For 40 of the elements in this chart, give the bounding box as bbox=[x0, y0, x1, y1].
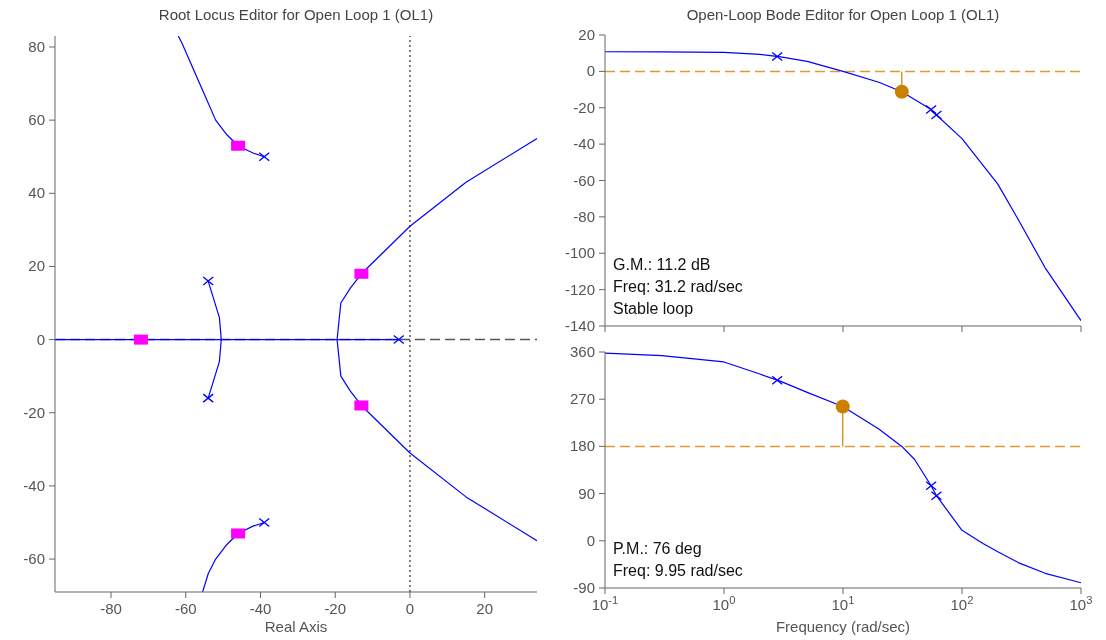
y-tick-label: 90 bbox=[578, 484, 595, 502]
y-tick-label: -40 bbox=[573, 135, 595, 153]
y-tick-label: 0 bbox=[586, 62, 595, 80]
y-tick-label: -40 bbox=[23, 476, 45, 494]
x-tick-label: 10$^{3}$ bbox=[1069, 594, 1093, 613]
y-tick-label: -90 bbox=[573, 579, 595, 596]
y-tick-label: 20 bbox=[578, 26, 595, 43]
y-tick-label: -120 bbox=[564, 280, 595, 298]
y-tick-label: 0 bbox=[36, 330, 45, 348]
x-tick-label: -40 bbox=[249, 600, 272, 617]
y-tick-label: -140 bbox=[564, 317, 595, 334]
x-tick-label: 10$^{2}$ bbox=[950, 594, 974, 613]
y-tick-label: 180 bbox=[569, 437, 595, 455]
y-tick-label: 0 bbox=[586, 531, 595, 549]
y-tick-label: 40 bbox=[28, 184, 45, 202]
margin-notes: G.M.: 11.2 dB Freq: 31.2 rad/sec Stable loop bbox=[613, 255, 743, 319]
x-tick-label: 10$^{1}$ bbox=[831, 594, 855, 613]
y-tick-label: -20 bbox=[23, 403, 45, 421]
x-tick-label: -20 bbox=[324, 600, 347, 617]
chart-title: Root Locus Editor for Open Loop 1 (OL1) bbox=[157, 6, 435, 23]
x-axis-title: Real Axis bbox=[264, 618, 328, 635]
x-tick-label: 20 bbox=[476, 600, 494, 617]
x-tick-label: 10$^{0}$ bbox=[712, 594, 736, 613]
x-tick-label: -60 bbox=[174, 600, 197, 617]
y-tick-label: 360 bbox=[569, 343, 595, 360]
y-tick-label: -20 bbox=[573, 98, 595, 116]
x-tick-label: 0 bbox=[405, 600, 415, 617]
x-tick-label: 10$^{-1}$ bbox=[591, 594, 619, 613]
y-tick-label: 20 bbox=[28, 257, 45, 275]
y-tick-label: -100 bbox=[564, 244, 595, 262]
y-tick-label: 80 bbox=[28, 37, 45, 55]
y-tick-label: -60 bbox=[573, 171, 595, 189]
y-tick-label: 270 bbox=[569, 390, 595, 408]
chart-title: Open-Loop Bode Editor for Open Loop 1 (OL1) bbox=[685, 6, 1001, 23]
x-axis-title: Frequency (rad/sec) bbox=[775, 618, 911, 635]
x-tick-label: -80 bbox=[100, 600, 122, 617]
y-tick-label: 60 bbox=[28, 111, 45, 129]
margin-notes: P.M.: 76 deg Freq: 9.95 rad/sec bbox=[613, 539, 743, 581]
y-tick-label: -80 bbox=[573, 207, 595, 225]
y-tick-label: -60 bbox=[23, 550, 45, 568]
